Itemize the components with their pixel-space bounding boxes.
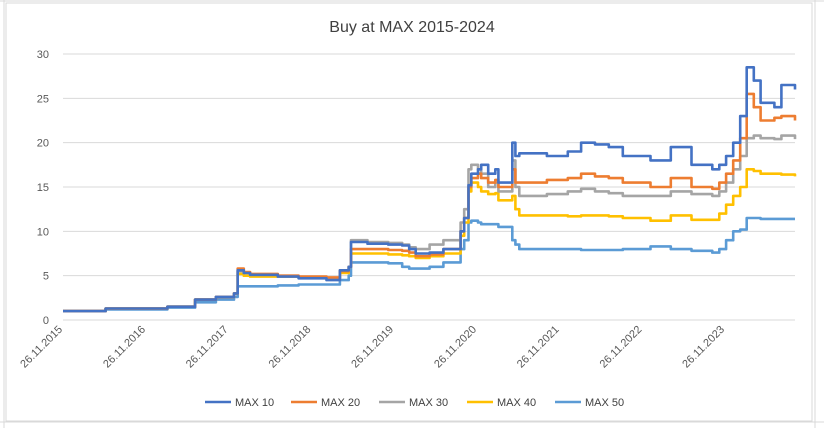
chart-area[interactable]	[5, 2, 813, 422]
legend: MAX 10 MAX 20 MAX 30 MAX 40 MAX 50	[205, 397, 624, 409]
legend-item-max-30[interactable]: MAX 30	[379, 397, 448, 409]
legend-label: MAX 10	[235, 397, 274, 409]
y-tick-label: 15	[37, 182, 49, 194]
legend-item-max-40[interactable]: MAX 40	[467, 397, 536, 409]
series-lines	[63, 66, 797, 313]
y-tick-label: 30	[37, 49, 49, 61]
y-tick-label: 10	[37, 226, 49, 238]
y-tick-label: 5	[43, 271, 49, 283]
legend-item-max-10[interactable]: MAX 10	[205, 397, 274, 409]
series-line-max-40	[63, 168, 797, 313]
legend-label: MAX 30	[409, 397, 448, 409]
gridlines	[63, 53, 795, 321]
legend-label: MAX 50	[585, 397, 624, 409]
legend-item-max-20[interactable]: MAX 20	[291, 397, 360, 409]
legend-label: MAX 20	[321, 397, 360, 409]
chart-title: Buy at MAX 2015-2024	[329, 19, 495, 36]
legend-item-max-50[interactable]: MAX 50	[555, 397, 624, 409]
series-line-max-10	[63, 66, 797, 313]
y-tick-label: 0	[43, 315, 49, 327]
series-line-max-50	[63, 216, 795, 313]
y-tick-label: 20	[37, 138, 49, 150]
legend-label: MAX 40	[497, 397, 536, 409]
y-tick-label: 25	[37, 93, 49, 105]
y-axis-ticks: 0 5 10 15 20 25 30	[37, 49, 49, 327]
